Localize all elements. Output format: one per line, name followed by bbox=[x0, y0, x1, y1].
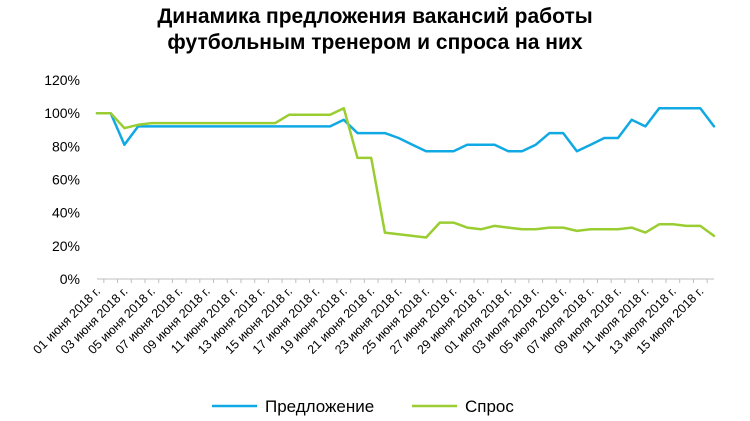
y-tick-label: 120% bbox=[44, 72, 80, 88]
y-tick-label: 80% bbox=[52, 138, 80, 154]
series-layer bbox=[95, 106, 716, 239]
legend-label-supply: Предложение bbox=[265, 397, 374, 416]
y-tick-label: 100% bbox=[44, 105, 80, 121]
chart-title-line-1: Динамика предложения вакансий работы bbox=[157, 5, 593, 28]
series-line-supply bbox=[95, 106, 716, 153]
y-tick-label: 40% bbox=[52, 205, 80, 221]
chart-title: Динамика предложения вакансий работы фут… bbox=[0, 4, 750, 56]
chart-title-line-2: футбольным тренером и спроса на них bbox=[167, 31, 583, 54]
y-tick-label: 20% bbox=[52, 238, 80, 254]
series-line-demand bbox=[95, 106, 716, 239]
legend: Предложение Спрос bbox=[212, 397, 514, 416]
x-axis: 01 июня 2018 г.03 июня 2018 г.05 июня 20… bbox=[31, 278, 714, 357]
legend-label-demand: Спрос bbox=[465, 397, 514, 416]
y-axis: 0% 20% 40% 60% 80% 100% 120% bbox=[44, 72, 80, 287]
y-tick-label: 60% bbox=[52, 172, 80, 188]
y-tick-label: 0% bbox=[60, 271, 80, 287]
